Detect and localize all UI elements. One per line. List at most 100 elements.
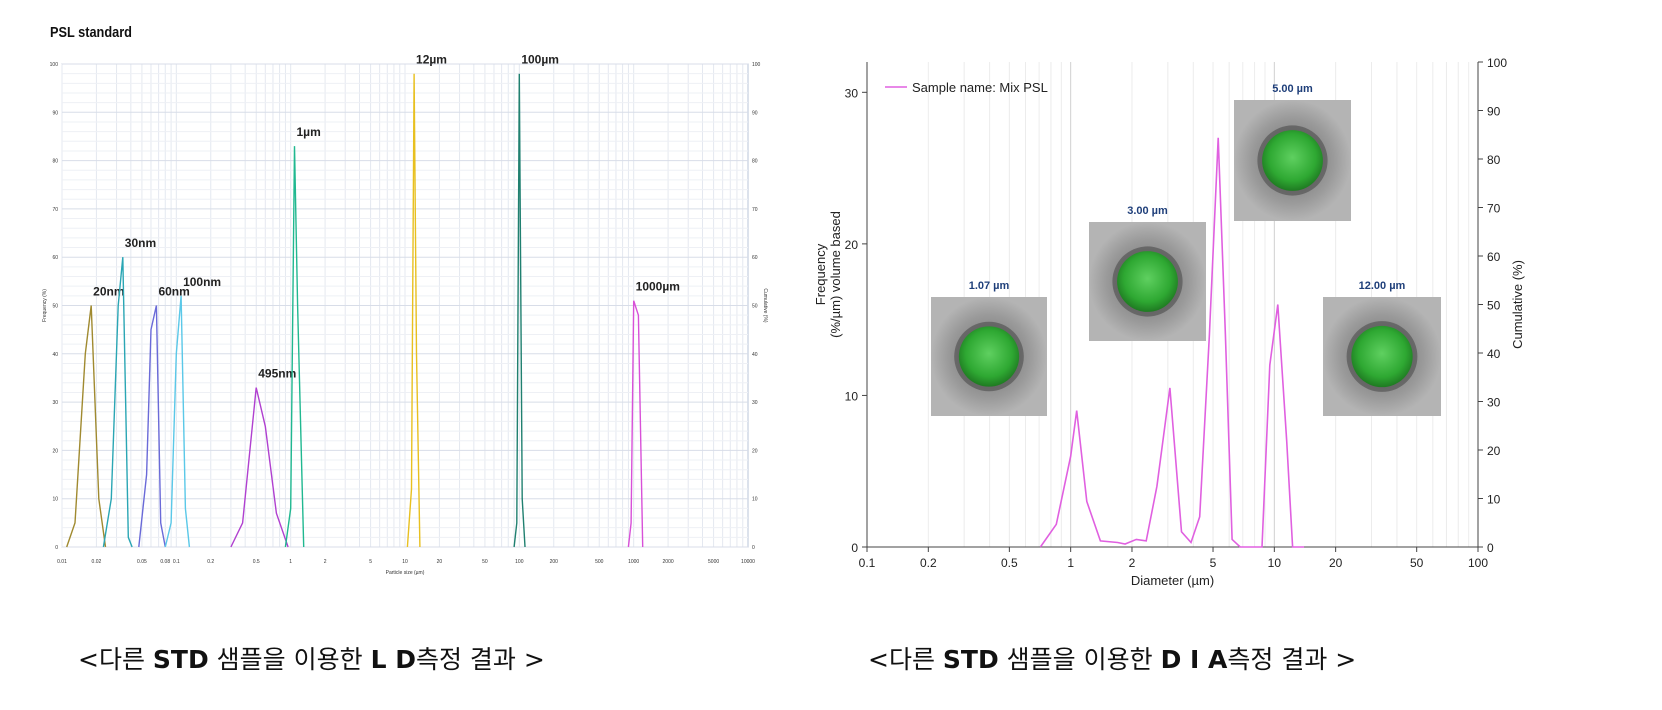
peak-label: 30nm [125,236,156,250]
y2-tick-label: 60 [752,255,758,261]
particle-image-label: 5.00 µm [1272,83,1313,95]
x-tick-label: 0.1 [173,559,180,565]
x-axis-label: Diameter (µm) [1131,573,1214,588]
series-line [1039,137,1305,548]
y-tick-label: 30 [845,86,859,100]
x-tick-label: 0.01 [57,559,67,565]
x-tick-label: 20 [437,559,443,565]
caption-middle: 샘플을 이용한 [208,645,371,674]
x-tick-label: 0.05 [137,559,147,565]
y2-tick-label: 70 [752,207,758,213]
particle-image-label: 3.00 µm [1127,205,1168,217]
y-tick-label: 20 [52,448,58,454]
y-tick-label: 20 [845,238,859,252]
y2-tick-label: 10 [1487,493,1501,507]
y2-tick-label: 0 [752,545,755,551]
y2-tick-label: 80 [752,159,758,165]
y2-tick-label: 0 [1487,541,1494,555]
peak-label: 20nm [93,285,124,299]
x-tick-label: 5000 [708,559,719,565]
x-tick-label: 2 [324,559,327,565]
x-tick-label: 100 [515,559,524,565]
series-line-100nm [164,295,191,548]
peak-label: 1000µm [636,280,680,294]
caption-prefix: <다른 [78,645,153,674]
caption-method: D I A [1160,645,1228,674]
series-line-495nm [230,387,289,548]
x-tick-label: 20 [1329,556,1343,570]
particle-dot [1351,325,1413,388]
x-tick-label: 0.2 [920,556,937,570]
caption-middle: 샘플을 이용한 [998,645,1161,674]
caption-suffix: 측정 결과 > [1227,645,1357,674]
right-caption: <다른 STD 샘플을 이용한 D I A측정 결과 > [868,640,1356,676]
peak-label: 12µm [416,53,447,67]
peak-label: 1µm [296,125,320,139]
left-caption: <다른 STD 샘플을 이용한 L D측정 결과 > [78,640,545,676]
caption-method: L D [370,645,416,674]
y2-tick-label: 60 [1487,250,1501,264]
x-tick-label: 0.08 [160,559,170,565]
caption-std: STD [942,645,999,674]
y-tick-label: 30 [52,400,58,406]
y-tick-label: 50 [52,304,58,310]
x-tick-label: 1 [1067,556,1074,570]
x-axis-label: Particle size (µm) [386,570,425,576]
y-tick-label: 10 [52,497,58,503]
y2-tick-label: 90 [1487,105,1501,119]
series-line-20nm [66,305,107,548]
series-line-60nm [138,305,166,548]
x-tick-label: 0.5 [1001,556,1018,570]
y-tick-label: 100 [50,62,59,68]
x-tick-label: 10 [1268,556,1282,570]
series-line-1µm [284,146,305,548]
x-tick-label: 2 [1129,556,1136,570]
y-axis-label-line: (%/µm) volume based [828,211,843,338]
left-chart-title: PSL standard [50,24,132,41]
x-tick-label: 0.5 [253,559,260,565]
y-tick-label: 0 [851,541,858,555]
particle-image-label: 1.07 µm [969,280,1010,292]
y2-tick-label: 10 [752,497,758,503]
y2-tick-label: 100 [1487,56,1507,70]
y-tick-label: 0 [55,545,58,551]
legend-label: Sample name: Mix PSL [912,80,1048,95]
y2-tick-label: 100 [752,62,761,68]
y2-tick-label: 30 [752,400,758,406]
series-line-100µm [513,73,526,548]
y2-tick-label: 20 [752,448,758,454]
x-tick-label: 10 [402,559,408,565]
x-tick-label: 0.1 [859,556,876,570]
y-tick-label: 40 [52,352,58,358]
x-tick-label: 50 [482,559,488,565]
y2-tick-label: 70 [1487,202,1501,216]
x-tick-label: 5 [369,559,372,565]
y-tick-label: 10 [845,389,859,403]
x-tick-label: 0.02 [92,559,102,565]
x-tick-label: 1000 [628,559,639,565]
y2-tick-label: 20 [1487,444,1501,458]
series-line-1000µm [627,300,644,548]
y2-axis-label: Cumulative (%) [762,288,768,323]
caption-prefix: <다른 [868,645,943,674]
caption-std: STD [152,645,209,674]
y2-tick-label: 40 [752,352,758,358]
particle-dot [958,326,1020,387]
peak-label: 495nm [258,367,296,381]
y-tick-label: 90 [52,110,58,116]
x-tick-label: 2000 [663,559,674,565]
y-axis-label-line: Frequency [813,243,828,305]
y2-tick-label: 40 [1487,347,1501,361]
x-tick-label: 0.2 [207,559,214,565]
particle-dot [1117,251,1178,312]
particle-image-label: 12.00 µm [1359,280,1406,292]
particle-dot [1262,130,1323,191]
y2-tick-label: 90 [752,110,758,116]
y2-tick-label: 80 [1487,153,1501,167]
x-tick-label: 200 [550,559,559,565]
x-tick-label: 1 [289,559,292,565]
series-line-30nm [102,257,133,548]
x-tick-label: 50 [1410,556,1424,570]
